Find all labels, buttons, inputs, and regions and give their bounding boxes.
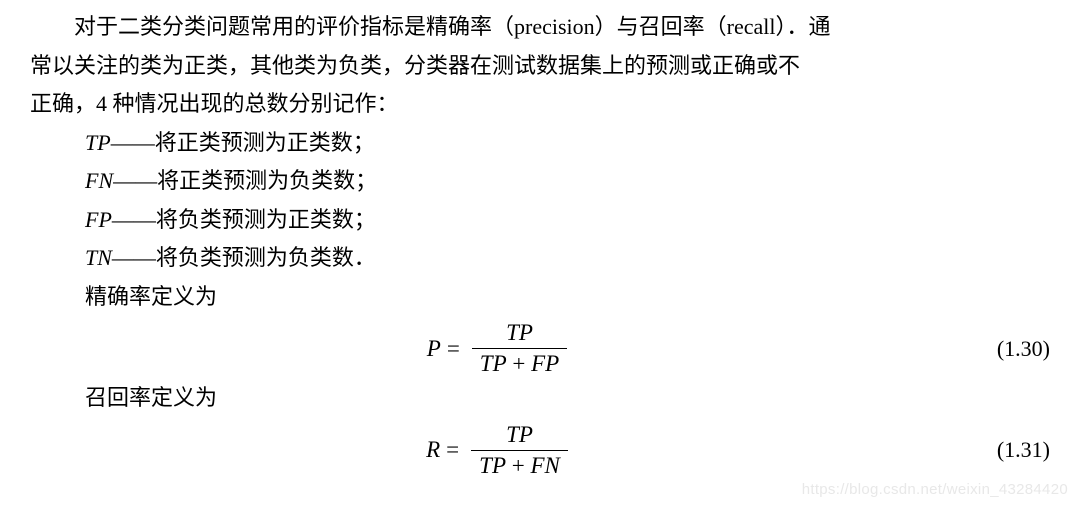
formula-p-eq: = <box>447 336 460 362</box>
formula-p-lhs: P <box>427 336 441 362</box>
formula-p-numerator: TP <box>498 320 541 348</box>
def-tp-symbol: TP <box>85 130 111 155</box>
def-fp-dash: —— <box>112 207 156 232</box>
formula-r-den-b: FN <box>530 453 559 478</box>
formula-recall: R = TP TP + FN <box>30 422 970 479</box>
formula-r-den-plus: + <box>506 453 530 478</box>
def-tp: TP——将正类预测为正类数； <box>30 124 1050 163</box>
recall-label: 召回率定义为 <box>30 379 1050 418</box>
formula-r-numerator: TP <box>498 422 541 450</box>
def-tn-dash: —— <box>112 245 156 270</box>
formula-r-lhs: R <box>426 437 440 463</box>
formula-recall-row: R = TP TP + FN (1.31) <box>30 422 1050 479</box>
formula-r-den-a: TP <box>479 453 506 478</box>
def-fn: FN——将正类预测为负类数； <box>30 162 1050 201</box>
def-tn-text: 将负类预测为负类数． <box>156 245 376 270</box>
formula-r-fraction: TP TP + FN <box>471 422 568 479</box>
paragraph-line-3: 正确，4 种情况出现的总数分别记作： <box>30 85 1050 124</box>
def-tp-text: 将正类预测为正类数； <box>155 130 375 155</box>
formula-r-eq: = <box>446 437 459 463</box>
def-tn-symbol: TN <box>85 245 112 270</box>
def-fn-text: 将正类预测为负类数； <box>157 168 377 193</box>
formula-r-denominator: TP + FN <box>471 450 568 479</box>
def-fp-symbol: FP <box>85 207 112 232</box>
formula-p-den-plus: + <box>507 351 531 376</box>
formula-precision-row: P = TP TP + FP (1.30) <box>30 320 1050 377</box>
paragraph-line-2: 常以关注的类为正类，其他类为负类，分类器在测试数据集上的预测或正确或不 <box>30 47 1050 86</box>
precision-label: 精确率定义为 <box>30 278 1050 317</box>
def-fn-dash: —— <box>113 168 157 193</box>
def-fp: FP——将负类预测为正类数； <box>30 201 1050 240</box>
formula-p-den-a: TP <box>480 351 507 376</box>
formula-p-den-b: FP <box>531 351 559 376</box>
formula-p-denominator: TP + FP <box>472 348 567 377</box>
formula-r-number: (1.31) <box>970 437 1050 463</box>
def-tn: TN——将负类预测为负类数． <box>30 239 1050 278</box>
watermark-text: https://blog.csdn.net/weixin_43284420 <box>802 481 1068 498</box>
def-tp-dash: —— <box>111 130 155 155</box>
paragraph-line-1: 对于二类分类问题常用的评价指标是精确率（precision）与召回率（recal… <box>30 8 1050 47</box>
def-fp-text: 将负类预测为正类数； <box>156 207 376 232</box>
def-fn-symbol: FN <box>85 168 113 193</box>
formula-p-fraction: TP TP + FP <box>472 320 567 377</box>
formula-p-number: (1.30) <box>970 336 1050 362</box>
formula-precision: P = TP TP + FP <box>30 320 970 377</box>
